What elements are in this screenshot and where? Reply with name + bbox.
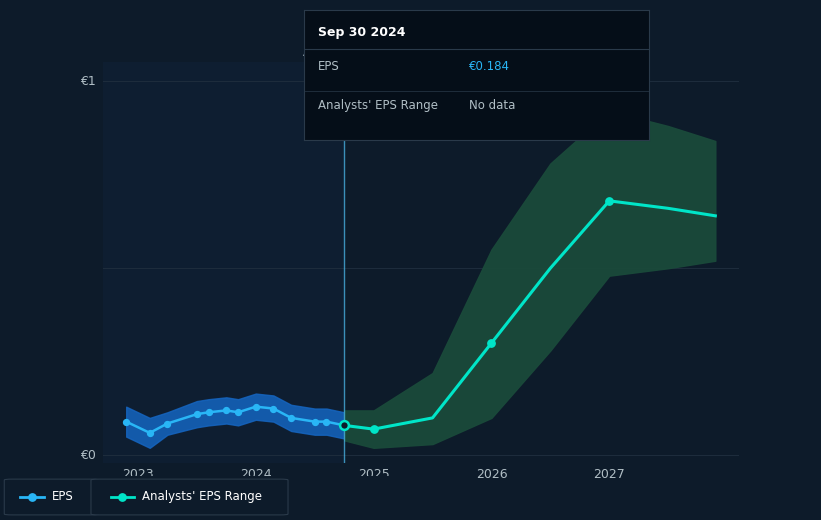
- Point: [285, 414, 298, 422]
- Text: Analysts' EPS Range: Analysts' EPS Range: [318, 99, 438, 112]
- Bar: [103, 62, 344, 463]
- Text: Analysts' EPS Range: Analysts' EPS Range: [142, 490, 262, 503]
- Text: EPS: EPS: [318, 60, 339, 73]
- Point: [337, 421, 351, 430]
- Text: EPS: EPS: [52, 490, 73, 503]
- Point: [267, 405, 280, 413]
- Point: [202, 408, 215, 417]
- Text: Actual: Actual: [303, 48, 338, 58]
- Text: €0: €0: [80, 449, 96, 462]
- Point: [337, 421, 351, 430]
- Text: Analysts Forecasts: Analysts Forecasts: [350, 48, 454, 58]
- Point: [116, 492, 129, 501]
- Point: [367, 425, 380, 433]
- Point: [603, 197, 616, 205]
- FancyBboxPatch shape: [91, 479, 288, 515]
- FancyBboxPatch shape: [4, 479, 99, 515]
- Text: €0.184: €0.184: [470, 60, 511, 73]
- Point: [143, 428, 156, 437]
- Point: [220, 406, 233, 414]
- Text: €1: €1: [80, 74, 96, 87]
- Point: [485, 339, 498, 347]
- Point: [320, 418, 333, 426]
- Point: [250, 402, 263, 411]
- Text: Sep 30 2024: Sep 30 2024: [318, 26, 405, 39]
- Point: [308, 418, 321, 426]
- Point: [120, 418, 133, 426]
- Point: [232, 408, 245, 417]
- Text: No data: No data: [470, 99, 516, 112]
- Point: [25, 492, 39, 501]
- Point: [161, 419, 174, 427]
- Point: [190, 410, 204, 418]
